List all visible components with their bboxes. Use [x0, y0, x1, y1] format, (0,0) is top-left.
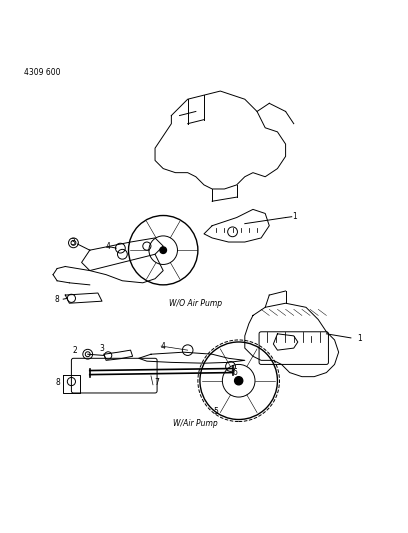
- Text: 7: 7: [155, 378, 160, 387]
- Text: 1: 1: [292, 212, 297, 221]
- Text: 4: 4: [106, 243, 111, 252]
- Text: 8: 8: [54, 295, 59, 304]
- Text: 2: 2: [73, 345, 78, 354]
- Text: 3: 3: [71, 238, 75, 247]
- Text: 6: 6: [233, 368, 237, 377]
- Text: 4: 4: [161, 342, 166, 351]
- Text: 5: 5: [214, 407, 219, 416]
- Circle shape: [160, 247, 166, 254]
- Text: 3: 3: [99, 344, 104, 353]
- Text: 1: 1: [357, 334, 362, 343]
- Circle shape: [235, 377, 243, 385]
- Text: 8: 8: [55, 378, 60, 387]
- Text: W/Air Pump: W/Air Pump: [173, 419, 218, 428]
- Text: 4309 600: 4309 600: [24, 68, 61, 77]
- Text: W/O Air Pump: W/O Air Pump: [169, 298, 222, 308]
